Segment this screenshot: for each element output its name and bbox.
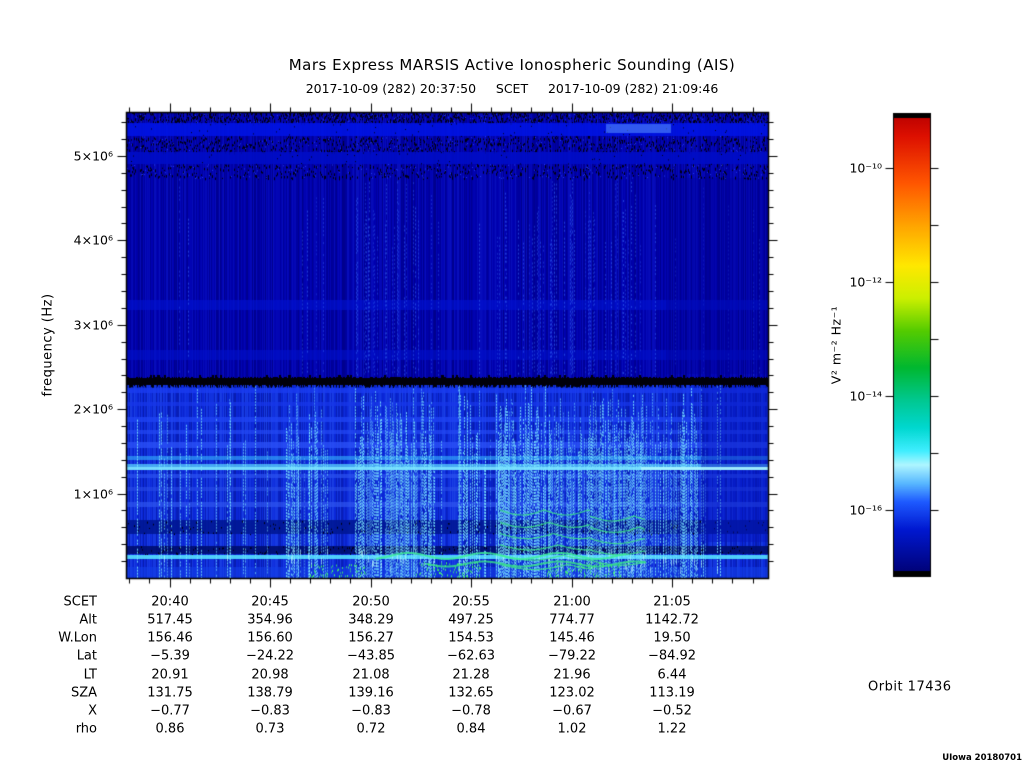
ephemeris-value: −0.83	[351, 703, 391, 719]
ephemeris-value: 497.25	[448, 612, 494, 628]
credit-label: UIowa 20180701	[942, 753, 1022, 763]
ephemeris-value: 139.16	[348, 685, 394, 701]
ephemeris-value: 20:55	[452, 594, 490, 610]
y-tick-label: 2×10⁶	[73, 401, 113, 417]
ephemeris-value: −79.22	[547, 648, 597, 664]
ephemeris-value: 132.65	[448, 685, 494, 701]
orbit-label: Orbit 17436	[868, 679, 952, 695]
page-title: Mars Express MARSIS Active Ionospheric S…	[288, 56, 736, 74]
ephemeris-value: 20.98	[251, 667, 289, 683]
ephemeris-value: −84.92	[647, 648, 697, 664]
ephemeris-value: −24.22	[245, 648, 295, 664]
ephemeris-row-label: X	[88, 703, 97, 719]
ephemeris-value: 1142.72	[645, 612, 699, 628]
ephemeris-value: 21.28	[452, 667, 490, 683]
ephemeris-value: 138.79	[247, 685, 293, 701]
colorbar-tick-label: 10⁻¹²	[849, 274, 882, 290]
ephemeris-value: 21:05	[653, 594, 691, 610]
ephemeris-value: 0.72	[356, 721, 386, 737]
ephemeris-value: 0.84	[456, 721, 486, 737]
ephemeris-value: 113.19	[649, 685, 695, 701]
ephemeris-row-label: SCET	[63, 594, 97, 610]
ephemeris-row-label: SZA	[70, 685, 97, 701]
ephemeris-value: 0.86	[155, 721, 185, 737]
ephemeris-value: −43.85	[346, 648, 396, 664]
ephemeris-value: 131.75	[147, 685, 193, 701]
ephemeris-value: −0.78	[451, 703, 491, 719]
colorbar-label: V² m⁻² Hz⁻¹	[828, 305, 844, 385]
ephemeris-value: 6.44	[657, 667, 687, 683]
ephemeris-row-label: Alt	[79, 612, 97, 628]
colorbar-tick-label: 10⁻¹⁰	[849, 160, 882, 176]
ephemeris-value: 1.02	[557, 721, 587, 737]
scet-range-subtitle: 2017-10-09 (282) 20:37:50 SCET 2017-10-0…	[305, 81, 719, 96]
ephemeris-value: −0.83	[250, 703, 290, 719]
colorbar-tick-label: 10⁻¹⁴	[849, 388, 882, 404]
y-tick-label: 4×10⁶	[73, 232, 113, 248]
ephemeris-row-label: Lat	[76, 648, 97, 664]
ephemeris-value: −62.63	[446, 648, 496, 664]
ephemeris-value: 354.96	[247, 612, 293, 628]
ephemeris-value: 154.53	[448, 630, 494, 646]
y-axis-label: frequency (Hz)	[40, 293, 56, 397]
ephemeris-value: 21.08	[352, 667, 390, 683]
ephemeris-value: 348.29	[348, 612, 394, 628]
ephemeris-value: 20:45	[251, 594, 289, 610]
ephemeris-value: 20.91	[151, 667, 189, 683]
ephemeris-value: 21:00	[553, 594, 591, 610]
ephemeris-value: 156.27	[348, 630, 394, 646]
y-tick-label: 1×10⁶	[73, 486, 113, 502]
ephemeris-value: 517.45	[147, 612, 193, 628]
ephemeris-value: −0.52	[652, 703, 692, 719]
ephemeris-value: 20:40	[151, 594, 189, 610]
ephemeris-value: 145.46	[549, 630, 595, 646]
ephemeris-value: −0.67	[552, 703, 592, 719]
ephemeris-value: −5.39	[150, 648, 190, 664]
y-tick-label: 3×10⁶	[73, 317, 113, 333]
ephemeris-value: 774.77	[549, 612, 595, 628]
ephemeris-value: 156.46	[147, 630, 193, 646]
ephemeris-value: 156.60	[247, 630, 293, 646]
y-tick-label: 5×10⁶	[73, 148, 113, 164]
ephemeris-value: 1.22	[657, 721, 687, 737]
ephemeris-value: −0.77	[150, 703, 190, 719]
ephemeris-row-label: W.Lon	[58, 630, 97, 646]
ephemeris-row-label: rho	[75, 721, 97, 737]
ephemeris-row-label: LT	[83, 667, 97, 683]
ephemeris-value: 21.96	[553, 667, 591, 683]
colorbar-tick-label: 10⁻¹⁶	[849, 502, 882, 518]
ephemeris-value: 0.73	[255, 721, 285, 737]
ephemeris-value: 19.50	[653, 630, 691, 646]
ephemeris-value: 20:50	[352, 594, 390, 610]
ephemeris-value: 123.02	[549, 685, 595, 701]
